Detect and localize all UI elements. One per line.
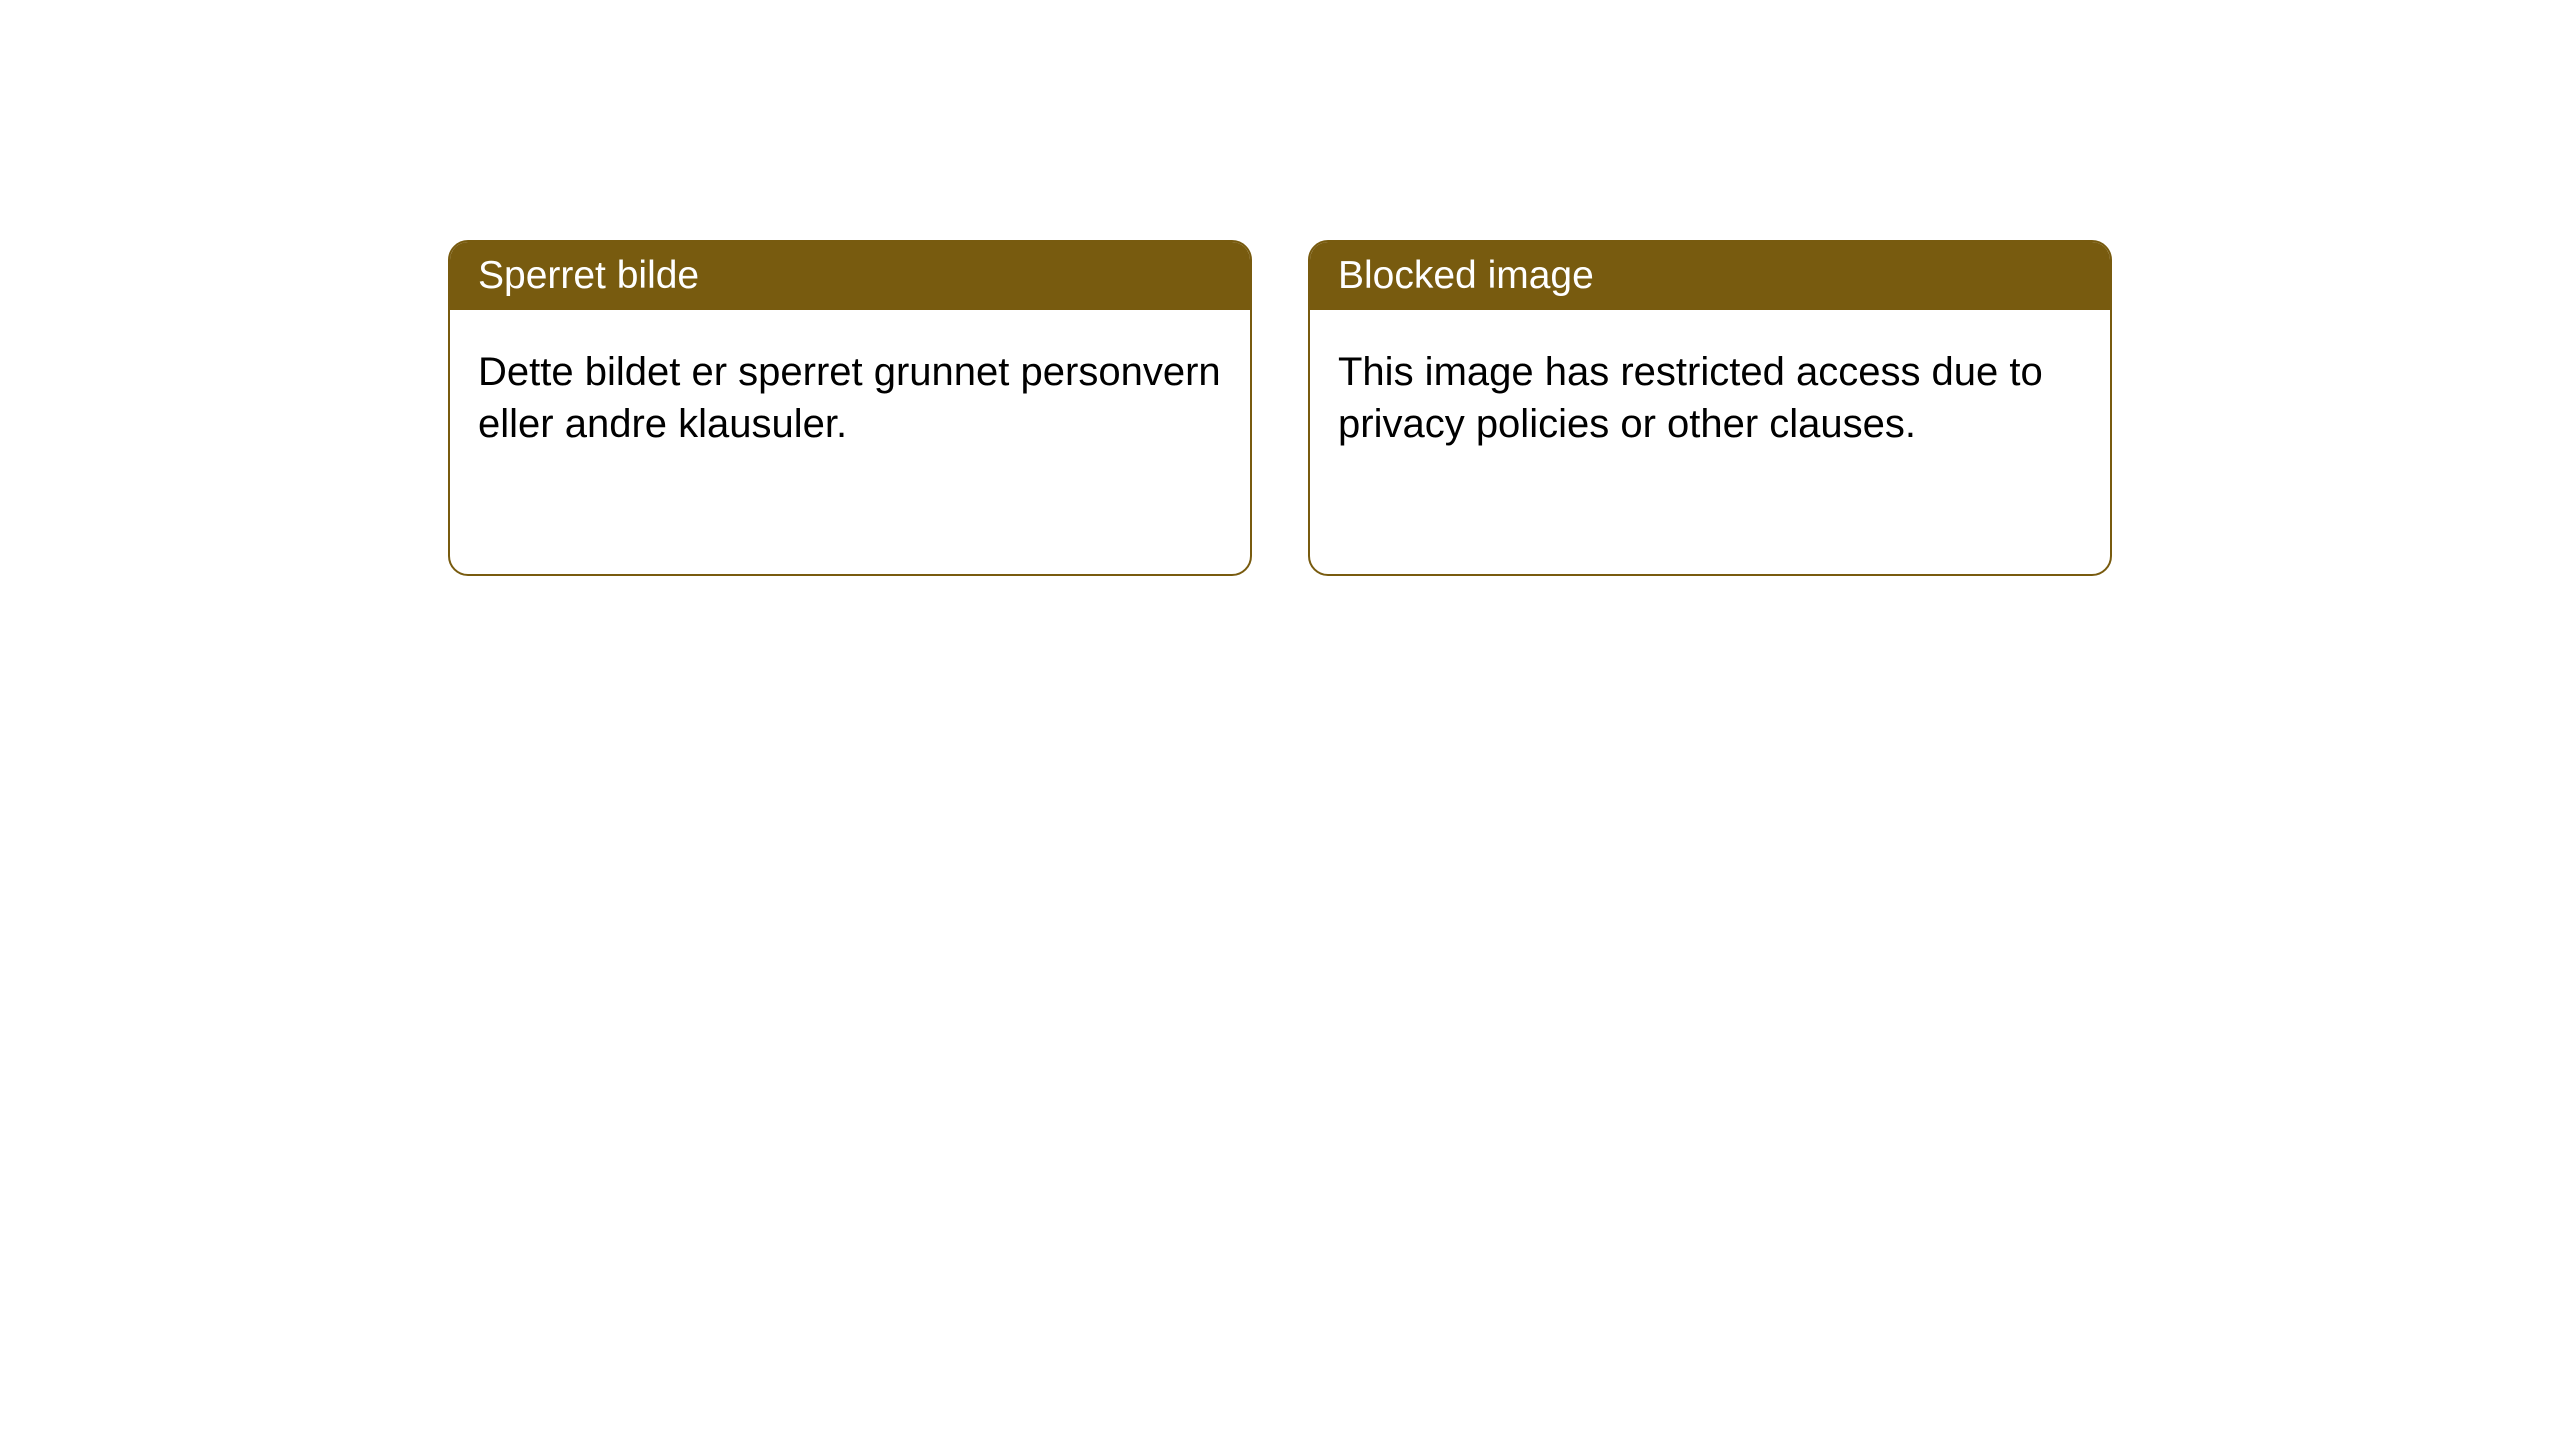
notice-card-no: Sperret bilde Dette bildet er sperret gr… [448, 240, 1252, 576]
notice-card-en: Blocked image This image has restricted … [1308, 240, 2112, 576]
notice-title-en: Blocked image [1310, 242, 2110, 310]
notice-body-en: This image has restricted access due to … [1310, 310, 2110, 486]
notice-title-no: Sperret bilde [450, 242, 1250, 310]
notice-container: Sperret bilde Dette bildet er sperret gr… [0, 0, 2560, 576]
notice-body-no: Dette bildet er sperret grunnet personve… [450, 310, 1250, 486]
